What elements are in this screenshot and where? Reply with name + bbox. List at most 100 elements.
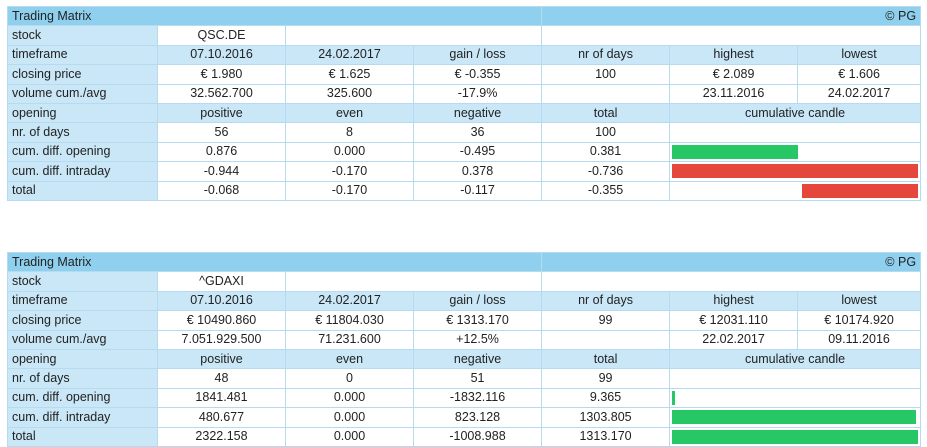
copyright-label: © PG bbox=[541, 251, 922, 273]
value-positive: -0.068 bbox=[157, 180, 286, 201]
volume-row: volume cum./avg 32.562.700 325.600 -17.9% 23… bbox=[7, 83, 922, 104]
value-even: -0.170 bbox=[285, 161, 414, 182]
opening-positive: positive bbox=[157, 348, 286, 370]
value-even: 0.000 bbox=[285, 426, 414, 447]
matrix-data-row: total 2322.158 0.000 -1008.988 1313.170 bbox=[7, 426, 922, 447]
value-total: 100 bbox=[541, 122, 671, 143]
value-even: 0.000 bbox=[285, 141, 414, 163]
volume-start: 7.051.929.500 bbox=[157, 329, 286, 350]
timeframe-gain-loss: gain / loss bbox=[412, 290, 543, 312]
cumulative-candle-header: cumulative candle bbox=[669, 102, 922, 124]
stock-symbol: ^GDAXI bbox=[157, 271, 286, 292]
candle-bar-positive bbox=[672, 144, 799, 159]
row-label: total bbox=[7, 426, 158, 447]
candle-bar-positive bbox=[672, 390, 676, 405]
value-negative: 51 bbox=[412, 368, 543, 389]
value-even: -0.170 bbox=[285, 180, 414, 201]
closing-price-end: € 11804.030 bbox=[285, 310, 414, 331]
timeframe-label: timeframe bbox=[7, 290, 158, 312]
candle-cell bbox=[669, 161, 922, 182]
closing-price-nr-days: 99 bbox=[541, 310, 671, 331]
closing-price-lowest: € 1.606 bbox=[797, 64, 922, 85]
value-positive: 48 bbox=[157, 368, 286, 389]
value-negative: -1008.988 bbox=[412, 426, 543, 447]
row-label: cum. diff. intraday bbox=[7, 161, 158, 182]
timeframe-gain-loss: gain / loss bbox=[412, 44, 543, 66]
row-label: nr. of days bbox=[7, 122, 158, 143]
opening-positive: positive bbox=[157, 102, 286, 124]
value-negative: -1832.116 bbox=[412, 387, 543, 409]
value-even: 0.000 bbox=[285, 387, 414, 409]
value-positive: 56 bbox=[157, 122, 286, 143]
opening-total: total bbox=[541, 102, 671, 124]
stock-blank bbox=[284, 271, 543, 292]
stock-symbol: QSC.DE bbox=[157, 25, 286, 46]
value-positive: 0.876 bbox=[157, 141, 286, 163]
candle-cell bbox=[669, 368, 922, 389]
matrix-data-row: cum. diff. intraday -0.944 -0.170 0.378 -0.7… bbox=[7, 161, 922, 182]
value-positive: 480.677 bbox=[157, 407, 286, 428]
value-total: -0.355 bbox=[541, 180, 671, 201]
value-negative: -0.495 bbox=[412, 141, 543, 163]
candle-cell bbox=[669, 180, 922, 201]
value-total: 1303.805 bbox=[541, 407, 671, 428]
closing-price-highest: € 2.089 bbox=[669, 64, 799, 85]
matrix-data-row: cum. diff. opening 1841.481 0.000 -1832.116… bbox=[7, 387, 922, 409]
matrix-title: Trading Matrix bbox=[6, 5, 543, 27]
stock-row: stock QSC.DE bbox=[7, 25, 922, 46]
value-positive: 1841.481 bbox=[157, 387, 286, 409]
timeframe-highest: highest bbox=[669, 44, 799, 66]
volume-row: volume cum./avg 7.051.929.500 71.231.600 +1… bbox=[7, 329, 922, 350]
timeframe-end: 24.02.2017 bbox=[285, 44, 414, 66]
closing-price-nr-days: 100 bbox=[541, 64, 671, 85]
closing-price-start: € 1.980 bbox=[157, 64, 286, 85]
volume-lowest: 09.11.2016 bbox=[797, 329, 922, 350]
opening-label: opening bbox=[7, 102, 158, 124]
value-negative: 823.128 bbox=[412, 407, 543, 428]
value-negative: -0.117 bbox=[412, 180, 543, 201]
closing-price-label: closing price bbox=[7, 310, 158, 331]
volume-gain-loss: -17.9% bbox=[412, 83, 543, 104]
title-row: Trading Matrix © PG bbox=[6, 5, 922, 27]
timeframe-lowest: lowest bbox=[797, 290, 922, 312]
candle-cell bbox=[669, 141, 922, 163]
matrix-data-row: cum. diff. intraday 480.677 0.000 823.128 13… bbox=[7, 407, 922, 428]
stock-blank bbox=[284, 25, 543, 46]
volume-end: 71.231.600 bbox=[285, 329, 414, 350]
candle-cell bbox=[669, 122, 922, 143]
matrix-data-row: nr. of days 48 0 51 99 bbox=[7, 368, 922, 389]
row-label: nr. of days bbox=[7, 368, 158, 389]
closing-price-row: closing price € 1.980 € 1.625 € -0.355 100 € … bbox=[7, 64, 922, 85]
value-negative: 36 bbox=[412, 122, 543, 143]
matrix-title: Trading Matrix bbox=[6, 251, 543, 273]
value-total: 1313.170 bbox=[541, 426, 671, 447]
timeframe-nr-days: nr of days bbox=[541, 290, 671, 312]
stock-row: stock ^GDAXI bbox=[7, 271, 922, 292]
row-label: cum. diff. intraday bbox=[7, 407, 158, 428]
row-label: cum. diff. opening bbox=[7, 141, 158, 163]
opening-negative: negative bbox=[412, 348, 543, 370]
volume-lowest: 24.02.2017 bbox=[797, 83, 922, 104]
copyright-label: © PG bbox=[541, 5, 922, 27]
volume-nr-days bbox=[541, 329, 671, 350]
timeframe-end: 24.02.2017 bbox=[285, 290, 414, 312]
candle-cell bbox=[669, 426, 922, 447]
value-even: 8 bbox=[285, 122, 414, 143]
timeframe-row: timeframe 07.10.2016 24.02.2017 gain / loss… bbox=[7, 290, 922, 312]
candle-bar-negative bbox=[672, 164, 919, 179]
stock-blank-right bbox=[541, 25, 922, 46]
stock-label: stock bbox=[7, 271, 158, 292]
closing-price-highest: € 12031.110 bbox=[669, 310, 799, 331]
volume-highest: 23.11.2016 bbox=[669, 83, 799, 104]
opening-even: even bbox=[285, 348, 414, 370]
value-total: 99 bbox=[541, 368, 671, 389]
volume-gain-loss: +12.5% bbox=[412, 329, 543, 350]
value-total: -0.736 bbox=[541, 161, 671, 182]
timeframe-highest: highest bbox=[669, 290, 799, 312]
timeframe-start: 07.10.2016 bbox=[157, 44, 286, 66]
candle-bar-positive bbox=[672, 410, 917, 425]
timeframe-row: timeframe 07.10.2016 24.02.2017 gain / loss… bbox=[7, 44, 922, 66]
stock-label: stock bbox=[7, 25, 158, 46]
volume-end: 325.600 bbox=[285, 83, 414, 104]
value-even: 0.000 bbox=[285, 407, 414, 428]
